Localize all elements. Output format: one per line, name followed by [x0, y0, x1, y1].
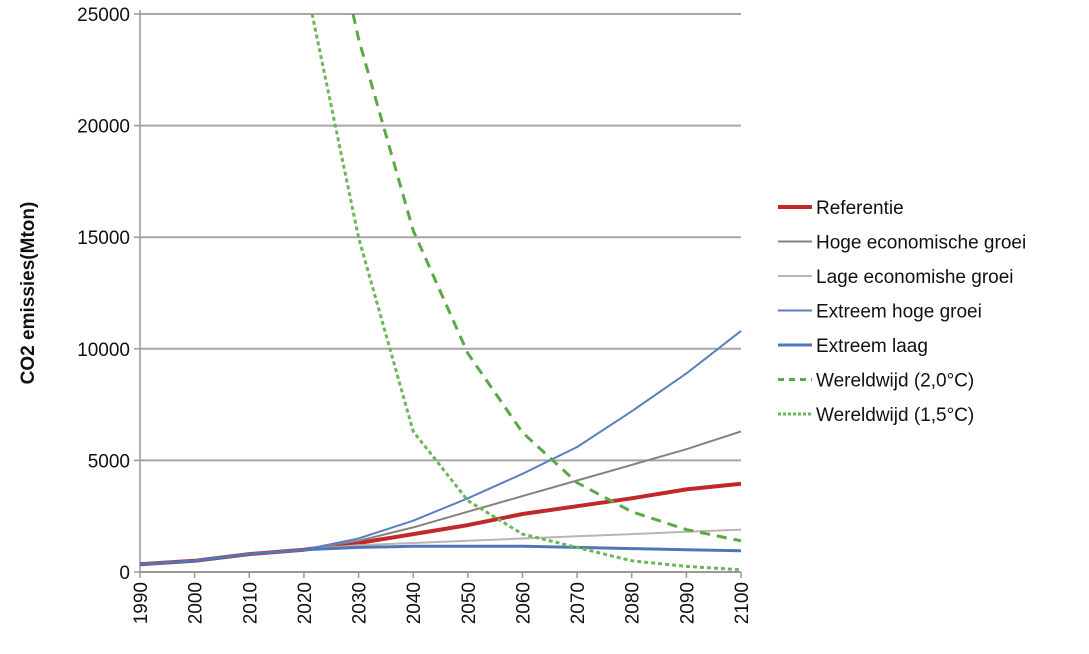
- legend: Referentie Hoge economische groei Lage eco…: [778, 198, 1026, 426]
- legend-label: Wereldwijd (1,5°C): [816, 405, 974, 426]
- x-tick-label: 2050: [459, 582, 480, 624]
- y-tick-label: 25000: [77, 5, 130, 26]
- y-tick-label: 5000: [88, 451, 130, 472]
- x-tick-label: 2080: [623, 582, 644, 624]
- x-tick-label: 2060: [513, 582, 534, 624]
- series-lines: [140, 14, 742, 572]
- y-axis-label: CO2 emissies(Mton): [18, 202, 39, 385]
- legend-label: Referentie: [816, 198, 904, 219]
- x-tick-label: 2030: [350, 582, 371, 624]
- x-tick-label: 2020: [295, 582, 316, 624]
- y-tick-label: 10000: [77, 340, 130, 361]
- legend-label: Extreem laag: [816, 336, 928, 357]
- legend-label: Extreem hoge groei: [816, 302, 982, 323]
- x-tick-label: 2010: [240, 582, 261, 624]
- grid-lines: [140, 13, 741, 462]
- series-line-6: [351, 14, 742, 543]
- series-line-2: [140, 430, 742, 566]
- x-tick-label: 1990: [131, 582, 152, 624]
- series-line-1: [140, 481, 742, 567]
- legend-label: Hoge economische groei: [816, 233, 1026, 254]
- y-tick-label: 20000: [77, 117, 130, 138]
- x-tick-label: 2040: [404, 582, 425, 624]
- axes: [134, 10, 742, 578]
- series-line-7: [310, 14, 742, 572]
- x-tick-label: 2090: [677, 582, 698, 624]
- legend-label: Wereldwijd (2,0°C): [816, 371, 974, 392]
- legend-label: Lage economishe groei: [816, 267, 1014, 288]
- x-tick-labels: 1990 2000 2010 2020 2030 2040 2050 2060 2070 2080…: [131, 582, 753, 624]
- x-tick-label: 2000: [186, 582, 207, 624]
- y-tick-label: 0: [119, 563, 130, 584]
- series-line-5: [140, 544, 742, 566]
- y-tick-labels: 0 5000 10000 15000 20000 25000: [77, 5, 130, 584]
- x-tick-label: 2100: [732, 582, 753, 624]
- x-tick-label: 2070: [568, 582, 589, 624]
- y-tick-label: 15000: [77, 228, 130, 249]
